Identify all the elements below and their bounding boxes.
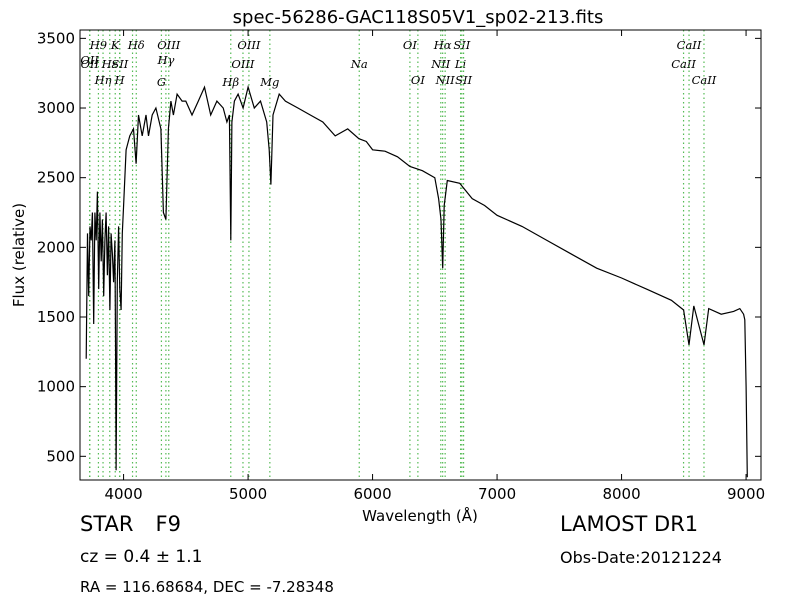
y-tick-label-1: 1000 bbox=[37, 378, 75, 396]
spectrum-line bbox=[85, 84, 748, 478]
marker-label-12: OIII bbox=[157, 38, 181, 52]
object-class: STAR F9 bbox=[80, 512, 181, 536]
marker-label-27: CaII bbox=[677, 38, 702, 52]
x-tick-label-0: 4000 bbox=[104, 485, 142, 503]
marker-label-14: OIII bbox=[231, 57, 255, 71]
marker-label-2: H9 bbox=[89, 38, 107, 52]
x-tick-label-4: 8000 bbox=[602, 485, 640, 503]
marker-label-24: SII bbox=[453, 38, 470, 52]
redshift-text: cz = 0.4 ± 1.1 bbox=[80, 547, 203, 567]
marker-label-16: Mg bbox=[259, 75, 279, 89]
marker-label-19: OI bbox=[411, 73, 425, 87]
x-tick-label-2: 6000 bbox=[353, 485, 391, 503]
subclass-label: F9 bbox=[155, 512, 181, 536]
marker-label-13: Hβ bbox=[221, 75, 239, 89]
marker-label-8: Hδ bbox=[127, 38, 145, 52]
marker-label-21: Hα bbox=[433, 38, 452, 52]
y-tick-label-3: 2000 bbox=[37, 238, 75, 256]
marker-label-17: Na bbox=[350, 57, 368, 71]
marker-label-26: CaII bbox=[671, 57, 696, 71]
chart-title: spec-56286-GAC118S05V1_sp02-213.fits bbox=[233, 7, 604, 28]
y-axis: 500 1000 1500 2000 2500 3000 3500 bbox=[37, 29, 761, 465]
marker-label-15: OIII bbox=[237, 38, 261, 52]
coordinates-text: RA = 116.68684, DEC = -7.28348 bbox=[80, 578, 334, 596]
y-tick-label-2: 1500 bbox=[37, 308, 75, 326]
marker-label-5: K bbox=[110, 38, 121, 52]
y-tick-label-6: 3500 bbox=[37, 29, 75, 47]
line-markers: OIIOIIH9HηHεKHSIIHδGHγOIIIHβOIIIOIIIMgNa… bbox=[80, 30, 717, 480]
marker-label-18: OI bbox=[403, 38, 417, 52]
y-tick-label-4: 2500 bbox=[37, 169, 75, 187]
x-axis-label: Wavelength (Å) bbox=[362, 506, 478, 525]
x-axis: 4000 5000 6000 7000 8000 9000 bbox=[104, 30, 765, 503]
marker-label-3: Hη bbox=[94, 73, 112, 87]
marker-label-1: OII bbox=[81, 57, 100, 71]
marker-label-20: NII bbox=[430, 57, 451, 71]
marker-label-11: Hγ bbox=[156, 53, 174, 67]
survey-name: LAMOST DR1 bbox=[560, 512, 699, 536]
y-tick-label-5: 3000 bbox=[37, 99, 75, 117]
y-axis-label: Flux (relative) bbox=[10, 203, 28, 307]
y-tick-label-0: 500 bbox=[46, 447, 75, 465]
marker-label-22: NII bbox=[435, 73, 456, 87]
x-tick-label-1: 5000 bbox=[229, 485, 267, 503]
plot-frame bbox=[79, 29, 762, 481]
x-tick-label-3: 7000 bbox=[478, 485, 516, 503]
marker-label-10: G bbox=[157, 75, 166, 89]
class-label: STAR bbox=[80, 512, 134, 536]
marker-label-25: SII bbox=[455, 73, 472, 87]
x-tick-label-5: 9000 bbox=[727, 485, 765, 503]
marker-label-4: Hε bbox=[101, 57, 118, 71]
observation-date: Obs-Date:20121224 bbox=[560, 548, 722, 567]
marker-label-28: CaII bbox=[692, 73, 717, 87]
marker-label-0: OII bbox=[80, 53, 99, 67]
marker-label-23: Li bbox=[454, 57, 467, 71]
marker-label-7: SII bbox=[111, 57, 128, 71]
